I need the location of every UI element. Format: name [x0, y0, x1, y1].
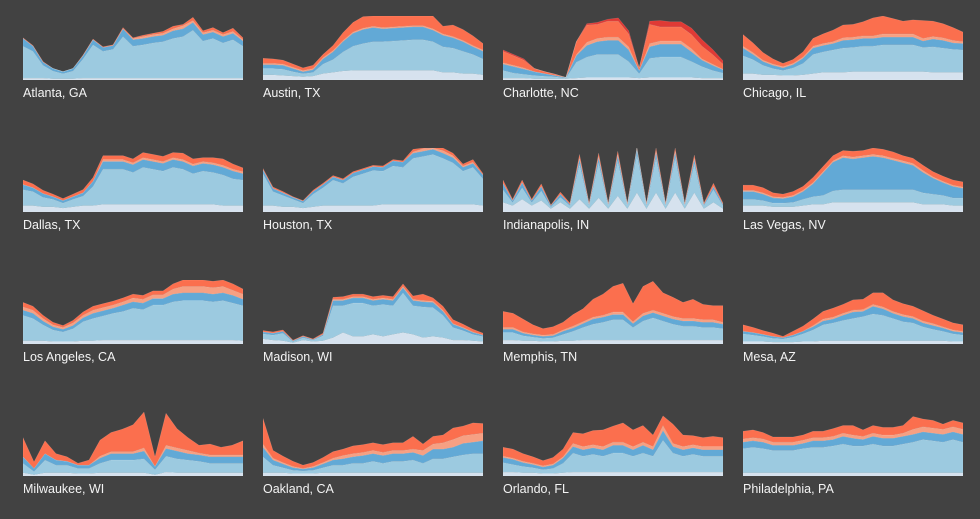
area-layer-2 [743, 313, 963, 343]
area-layer-2 [263, 154, 483, 209]
area-layer-5 [503, 20, 723, 78]
chart-panel: Madison, WI [263, 280, 483, 364]
stacked-area-chart [503, 148, 723, 212]
stacked-area-chart [743, 416, 963, 476]
area-layer-3 [23, 292, 243, 333]
city-label: Austin, TX [263, 86, 321, 100]
area-layer-5 [263, 16, 483, 71]
stacked-area-chart [263, 16, 483, 80]
chart-panel: Oakland, CA [263, 412, 483, 496]
city-label: Atlanta, GA [23, 86, 87, 100]
stacked-area-chart [743, 148, 963, 212]
area-layer-2 [503, 439, 723, 474]
stacked-area-chart [503, 17, 723, 80]
stacked-area-chart [23, 412, 243, 476]
area-layer-5 [23, 16, 243, 72]
city-label: Philadelphia, PA [743, 482, 834, 496]
area-layer-5 [263, 283, 483, 342]
chart-panel: Mesa, AZ [743, 280, 963, 364]
area-layer-2 [23, 166, 243, 209]
chart-panel: Chicago, IL [743, 16, 963, 100]
city-label: Dallas, TX [23, 218, 81, 232]
chart-panel: Orlando, FL [503, 412, 723, 496]
stacked-area-chart [263, 418, 483, 476]
stacked-area-chart [743, 292, 963, 344]
area-layer-3 [23, 22, 243, 74]
stacked-area-chart [23, 280, 243, 344]
city-label: Los Angeles, CA [23, 350, 116, 364]
area-layer-5 [743, 292, 963, 338]
chart-panel: Houston, TX [263, 148, 483, 232]
area-layer-3 [503, 430, 723, 470]
chart-panel: Milwaukee, WI [23, 412, 243, 496]
area-layer-5 [743, 16, 963, 67]
chart-panel: Las Vegas, NV [743, 148, 963, 232]
area-layer-1 [743, 472, 963, 476]
area-layer-4 [503, 148, 723, 207]
area-layer-5 [503, 280, 723, 336]
city-label: Oakland, CA [263, 482, 334, 496]
area-layer-6 [503, 17, 723, 78]
chart-panel: Charlotte, NC [503, 16, 723, 100]
city-label: Chicago, IL [743, 86, 807, 100]
chart-panel: Indianapolis, IN [503, 148, 723, 232]
area-layer-5 [23, 152, 243, 201]
stacked-area-chart [263, 148, 483, 212]
city-label: Memphis, TN [503, 350, 578, 364]
area-layer-5 [263, 418, 483, 469]
area-layer-5 [23, 280, 243, 328]
area-layer-5 [503, 415, 723, 467]
city-label: Houston, TX [263, 218, 333, 232]
city-label: Madison, WI [263, 350, 333, 364]
chart-panel: Dallas, TX [23, 148, 243, 232]
chart-panel: Atlanta, GA [23, 16, 243, 100]
stacked-area-chart [743, 16, 963, 80]
chart-panel: Austin, TX [263, 16, 483, 100]
city-label: Las Vegas, NV [743, 218, 826, 232]
area-layer-5 [743, 416, 963, 443]
area-layer-5 [263, 148, 483, 202]
stacked-area-chart [23, 152, 243, 212]
area-layer-4 [743, 304, 963, 338]
area-layer-2 [23, 29, 243, 79]
chart-panel: Memphis, TN [503, 280, 723, 364]
stacked-area-chart [503, 415, 723, 476]
city-label: Mesa, AZ [743, 350, 796, 364]
city-label: Milwaukee, WI [23, 482, 105, 496]
stacked-area-chart [263, 283, 483, 344]
city-label: Charlotte, NC [503, 86, 579, 100]
area-layer-5 [503, 148, 723, 207]
area-layer-5 [743, 148, 963, 198]
stacked-area-chart [503, 280, 723, 344]
chart-panel: Los Angeles, CA [23, 280, 243, 364]
area-layer-5 [23, 412, 243, 469]
area-layer-4 [503, 309, 723, 337]
stacked-area-chart [23, 16, 243, 80]
city-label: Orlando, FL [503, 482, 570, 496]
area-layer-3 [263, 149, 483, 204]
city-label: Indianapolis, IN [503, 218, 590, 232]
chart-panel: Philadelphia, PA [743, 412, 963, 496]
